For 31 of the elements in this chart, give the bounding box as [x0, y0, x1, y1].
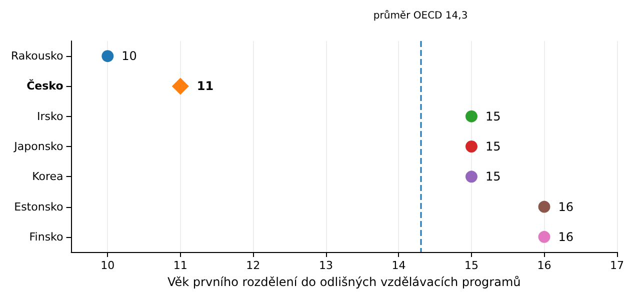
x-tick-label: 15 [464, 259, 478, 272]
point [538, 230, 550, 243]
y-tick-label: Finsko [29, 230, 64, 244]
y-tick-label: Česko [26, 78, 64, 93]
data-label: 11 [196, 79, 214, 94]
data-label: 16 [558, 230, 574, 244]
data-label: 15 [485, 140, 501, 154]
point [172, 78, 189, 95]
y-tick-label: Rakousko [10, 50, 64, 63]
data-label: 16 [558, 200, 574, 214]
x-tick-label: 17 [610, 259, 624, 272]
y-tick-label: Japonsko [13, 140, 64, 153]
point [465, 110, 478, 122]
data-label: 15 [485, 170, 501, 184]
point [102, 50, 114, 62]
data-label: 10 [122, 49, 137, 64]
x-tick-label: 10 [100, 259, 115, 272]
y-tick-label: Estonsko [14, 200, 64, 214]
x-tick-label: 13 [318, 259, 333, 272]
x-tick-label: 11 [173, 259, 188, 272]
x-tick-label: 14 [392, 259, 406, 272]
point [465, 140, 478, 152]
point [538, 200, 550, 213]
x-tick-label: 12 [246, 259, 260, 272]
y-tick-label: Irsko [37, 110, 64, 123]
y-tick-label: Korea [32, 170, 64, 184]
x-tick-label: 16 [537, 259, 552, 272]
point [465, 170, 478, 183]
ref-line-label: průměr OECD 14,3 [373, 10, 468, 22]
x-axis-title: Věk prvního rozdělení do odlišných vzdělávacích programů [168, 275, 521, 289]
data-label: 15 [485, 109, 501, 124]
